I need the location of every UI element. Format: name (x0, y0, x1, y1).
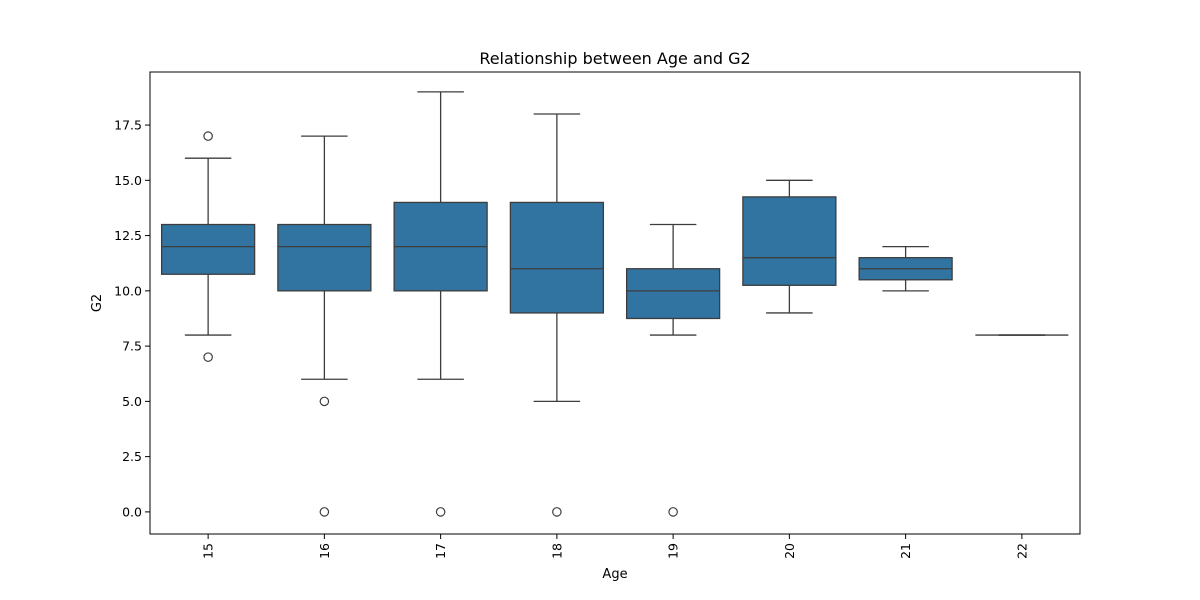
box-group-17 (393, 91, 488, 517)
x-axis-label: Age (602, 567, 627, 582)
y-tick-label: 5.0 (122, 394, 142, 409)
outlier-point (668, 507, 678, 517)
x-tick-label: 15 (201, 543, 216, 559)
outlier-point (203, 352, 213, 362)
outlier-point (203, 131, 213, 141)
box-group-21 (858, 245, 953, 292)
box-iqr (509, 201, 605, 314)
x-tick-label: 18 (549, 543, 564, 559)
boxes-layer (160, 91, 1069, 517)
x-axis: 15 16 17 18 19 20 21 22 (201, 534, 1029, 559)
box-group-16 (277, 135, 372, 517)
y-tick-label: 17.5 (114, 118, 142, 133)
outlier-point (319, 507, 330, 517)
y-tick-label: 10.0 (114, 283, 142, 298)
x-tick-label: 16 (317, 543, 332, 559)
y-tick-label: 15.0 (114, 173, 142, 188)
box-group-19 (625, 223, 721, 517)
x-tick-label: 19 (666, 543, 681, 559)
y-tick-label: 0.0 (122, 504, 142, 519)
y-axis: 0.0 2.5 5.0 7.5 10.0 12.5 15.0 17.5 (114, 118, 150, 519)
box-group-18 (509, 113, 605, 517)
x-tick-label: 21 (898, 543, 913, 559)
outlier-point (435, 507, 446, 517)
box-iqr (160, 223, 256, 275)
x-tick-label: 20 (782, 543, 797, 559)
x-tick-label: 17 (433, 543, 448, 559)
y-axis-label: G2 (90, 294, 105, 312)
chart-title: Relationship between Age and G2 (479, 49, 750, 68)
box-iqr (625, 268, 721, 320)
plot-frame (149, 71, 1081, 535)
y-tick-label: 2.5 (122, 449, 142, 464)
y-tick-label: 12.5 (114, 228, 142, 243)
outlier-point (552, 507, 562, 517)
y-tick-label: 7.5 (122, 339, 142, 354)
box-iqr (277, 223, 372, 292)
box-group-20 (742, 179, 837, 314)
box-iqr (742, 196, 837, 286)
x-tick-label: 22 (1014, 543, 1029, 559)
box-group-15 (160, 131, 256, 362)
outlier-point (319, 396, 330, 407)
